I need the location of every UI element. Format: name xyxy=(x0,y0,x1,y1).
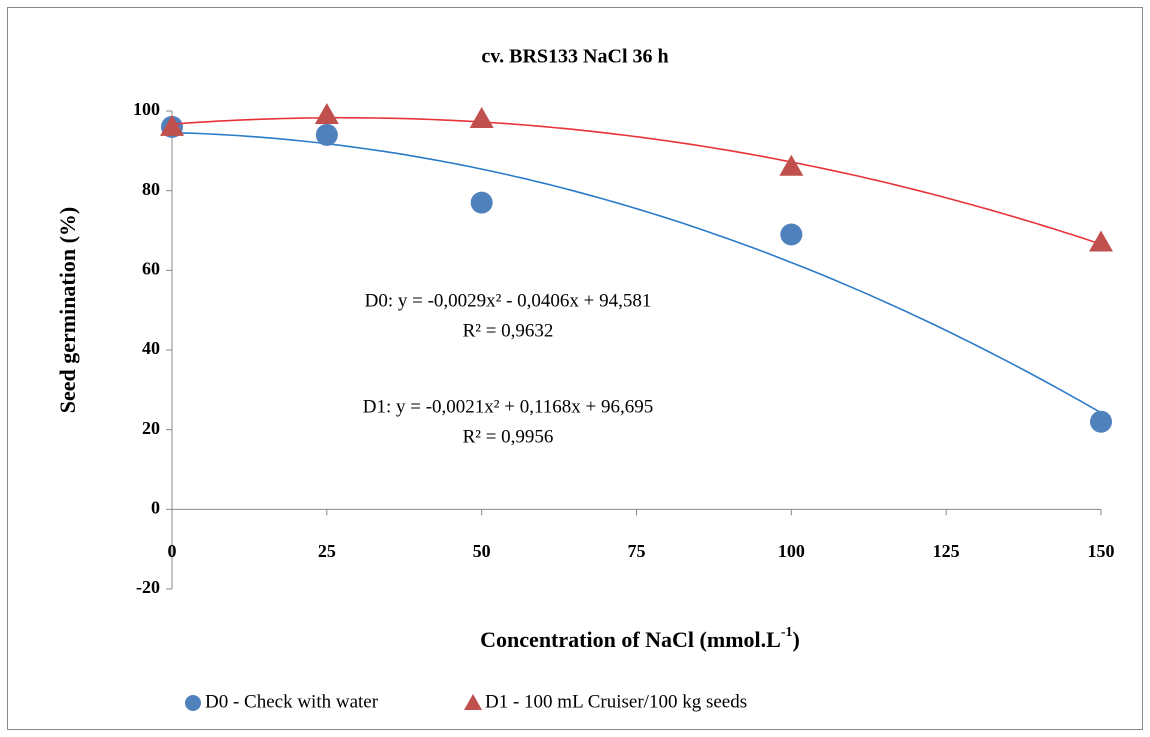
y-tick-label: 20 xyxy=(142,418,160,438)
r-squared: R² = 0,9632 xyxy=(463,320,554,341)
equation: D1: y = -0,0021x² + 0,1168x + 96,695 xyxy=(363,396,653,417)
marker xyxy=(160,114,184,136)
y-tick-label: 0 xyxy=(151,497,160,517)
y-tick-label: 40 xyxy=(142,338,160,358)
marker xyxy=(315,123,338,146)
x-axis-label: Concentration of NaCl (mmol.L-1) xyxy=(480,625,800,652)
x-tick-label: 125 xyxy=(933,541,960,561)
chart-border xyxy=(7,7,1143,730)
x-tick-label: 75 xyxy=(628,541,646,561)
marker xyxy=(1089,230,1113,252)
marker xyxy=(1090,410,1112,433)
marker xyxy=(780,223,803,246)
y-tick-label: 60 xyxy=(142,258,160,278)
x-axis-label-sup: -1 xyxy=(781,625,793,640)
legend-item: D0 - Check with water xyxy=(185,691,379,712)
y-tick-label: 100 xyxy=(133,99,160,119)
marker xyxy=(779,154,804,176)
marker xyxy=(469,106,494,128)
x-tick-label: 25 xyxy=(318,541,336,561)
chart-title: cv. BRS133 NaCl 36 h xyxy=(481,46,668,68)
legend-label: D1 - 100 mL Cruiser/100 kg seeds xyxy=(485,691,747,712)
x-axis-label-text: Concentration of NaCl (mmol.L xyxy=(480,627,781,652)
y-axis-label: Seed germination (%) xyxy=(55,207,80,414)
x-tick-label: 100 xyxy=(778,541,805,561)
legend-item: D1 - 100 mL Cruiser/100 kg seeds xyxy=(464,691,747,712)
legend-marker xyxy=(185,695,201,711)
marker xyxy=(314,102,339,124)
marker xyxy=(470,191,493,214)
x-tick-label: 50 xyxy=(473,541,491,561)
y-tick-label: 80 xyxy=(142,179,160,199)
y-tick-label: -20 xyxy=(136,577,160,597)
x-tick-label: 150 xyxy=(1088,541,1115,561)
legend-label: D0 - Check with water xyxy=(205,691,379,712)
x-tick-label: 0 xyxy=(168,541,177,561)
equation: D0: y = -0,0029x² - 0,0406x + 94,581 xyxy=(365,290,652,311)
legend-marker xyxy=(464,694,482,710)
r-squared: R² = 0,9956 xyxy=(463,426,554,447)
x-axis-label-text: ) xyxy=(792,627,799,652)
